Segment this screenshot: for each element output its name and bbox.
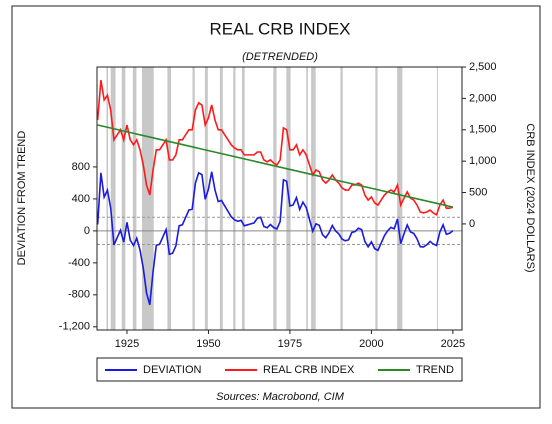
shaded-period [132, 67, 137, 330]
shaded-period [219, 67, 223, 330]
series-line [96, 80, 454, 217]
y2-tick-label: 0 [469, 218, 475, 230]
legend-label: DEVIATION [143, 364, 202, 376]
shaded-period [233, 67, 236, 330]
y-tick-label: -800 [68, 289, 90, 301]
legend-box [96, 357, 463, 382]
series-line [96, 171, 454, 305]
y2-tick-label: 1,500 [469, 124, 497, 136]
shaded-period [106, 67, 109, 330]
shaded-period [242, 67, 245, 330]
shaded-period [273, 67, 277, 330]
y2-tick-label: 500 [469, 186, 487, 198]
y2-axis-label: CRB INDEX (2024 DOLLARS) [524, 123, 536, 272]
y-axis-label: DEVIATION FROM TREND [16, 131, 28, 266]
shaded-period [340, 67, 343, 330]
x-tick-label: 2000 [359, 338, 383, 350]
shaded-period [436, 67, 438, 330]
x-tick-label: 2025 [441, 338, 465, 350]
y-tick-label: -1,200 [59, 321, 90, 333]
y-tick-label: 800 [72, 161, 90, 173]
y-tick-label: 0 [84, 225, 90, 237]
y-tick-label: 400 [72, 193, 90, 205]
x-tick-label: 1975 [278, 338, 302, 350]
legend-label: REAL CRB INDEX [263, 364, 355, 376]
plot-frame [96, 66, 463, 331]
shaded-period [141, 67, 154, 330]
chart-title: REAL CRB INDEX [209, 19, 350, 38]
chart-subtitle: (DETRENDED) [242, 51, 318, 63]
x-tick-label: 1925 [115, 338, 139, 350]
shaded-period [311, 67, 316, 330]
y-tick-label: -400 [68, 257, 90, 269]
shaded-period [306, 67, 308, 330]
y2-tick-label: 1,000 [469, 155, 497, 167]
y2-tick-label: 2,000 [469, 92, 497, 104]
shaded-period [375, 67, 378, 330]
legend-label: TREND [416, 364, 454, 376]
y2-tick-label: 2,500 [469, 61, 497, 73]
source-note: Sources: Macrobond, CIM [216, 391, 345, 403]
shaded-period [204, 67, 208, 330]
x-tick-label: 1950 [196, 338, 220, 350]
shaded-period [167, 67, 171, 330]
series-line [97, 124, 454, 208]
shaded-period [110, 67, 116, 330]
shaded-period [121, 67, 126, 330]
outer-frame [11, 5, 541, 409]
